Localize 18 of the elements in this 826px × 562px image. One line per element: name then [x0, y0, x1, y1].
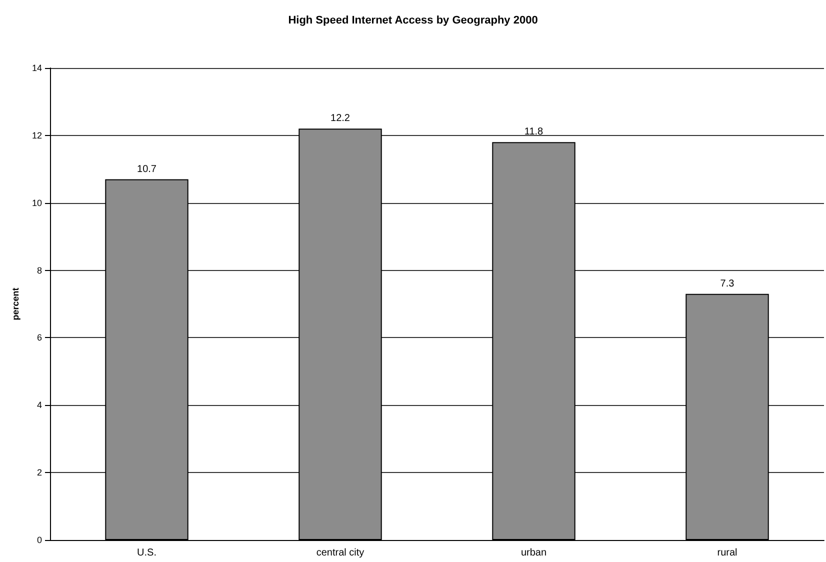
- chart-title: High Speed Internet Access by Geography 2000: [288, 14, 538, 26]
- x-tick-label: rural: [717, 548, 738, 558]
- y-tick-label: 8: [36, 265, 42, 276]
- data-label: 12.2: [330, 113, 350, 124]
- y-tick-label: 14: [32, 63, 42, 73]
- x-tick-label: U.S.: [137, 548, 156, 558]
- x-tick-label: central city: [316, 548, 364, 558]
- y-tick-label: 2: [36, 468, 42, 478]
- data-label: 10.7: [137, 164, 157, 175]
- x-tick-label: urban: [520, 548, 547, 558]
- data-label: 7.3: [720, 278, 735, 290]
- y-tick-label: 0: [36, 535, 42, 545]
- y-axis-title: percent: [10, 288, 20, 320]
- y-tick-label: 12: [32, 130, 42, 140]
- y-tick-label: 4: [36, 400, 42, 410]
- y-tick-label: 10: [32, 198, 42, 208]
- y-tick-label: 6: [36, 332, 42, 343]
- data-label: 11.8: [524, 126, 544, 138]
